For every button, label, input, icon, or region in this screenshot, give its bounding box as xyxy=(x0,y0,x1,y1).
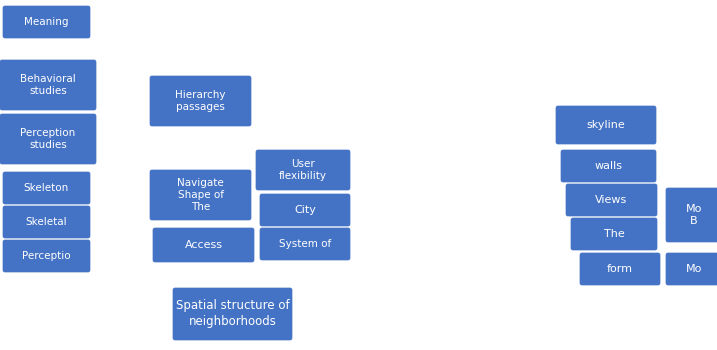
FancyBboxPatch shape xyxy=(666,253,717,285)
Text: Perception
studies: Perception studies xyxy=(20,128,75,150)
Text: Skeletal: Skeletal xyxy=(26,217,67,227)
Text: Access: Access xyxy=(184,240,222,250)
Text: The: The xyxy=(604,229,625,239)
FancyBboxPatch shape xyxy=(566,184,657,216)
Text: Navigate
Shape of
The: Navigate Shape of The xyxy=(177,177,224,212)
FancyBboxPatch shape xyxy=(0,114,96,164)
Text: Views: Views xyxy=(595,195,627,205)
Text: Behavioral
studies: Behavioral studies xyxy=(20,74,76,96)
Text: skyline: skyline xyxy=(587,120,625,130)
Text: Perceptio: Perceptio xyxy=(22,251,71,261)
Text: City: City xyxy=(294,205,316,215)
FancyBboxPatch shape xyxy=(3,6,90,38)
FancyBboxPatch shape xyxy=(561,150,656,182)
FancyBboxPatch shape xyxy=(580,253,660,285)
Text: walls: walls xyxy=(594,161,622,171)
Text: Mo: Mo xyxy=(686,264,702,274)
Text: Meaning: Meaning xyxy=(24,17,69,27)
FancyBboxPatch shape xyxy=(666,188,717,242)
FancyBboxPatch shape xyxy=(260,228,350,260)
FancyBboxPatch shape xyxy=(256,150,350,190)
FancyBboxPatch shape xyxy=(150,76,251,126)
FancyBboxPatch shape xyxy=(173,288,292,340)
FancyBboxPatch shape xyxy=(3,240,90,272)
FancyBboxPatch shape xyxy=(3,172,90,204)
FancyBboxPatch shape xyxy=(571,218,657,250)
Text: Spatial structure of
neighborhoods: Spatial structure of neighborhoods xyxy=(176,300,290,329)
FancyBboxPatch shape xyxy=(153,228,254,262)
FancyBboxPatch shape xyxy=(0,60,96,110)
Text: Skeleton: Skeleton xyxy=(24,183,69,193)
FancyBboxPatch shape xyxy=(150,170,251,220)
FancyBboxPatch shape xyxy=(556,106,656,144)
Text: Mo
B: Mo B xyxy=(686,204,702,226)
Text: User
flexibility: User flexibility xyxy=(279,159,327,181)
Text: Hierarchy
passages: Hierarchy passages xyxy=(175,90,226,112)
Text: form: form xyxy=(607,264,633,274)
FancyBboxPatch shape xyxy=(260,194,350,226)
FancyBboxPatch shape xyxy=(3,206,90,238)
Text: System of: System of xyxy=(279,239,331,249)
